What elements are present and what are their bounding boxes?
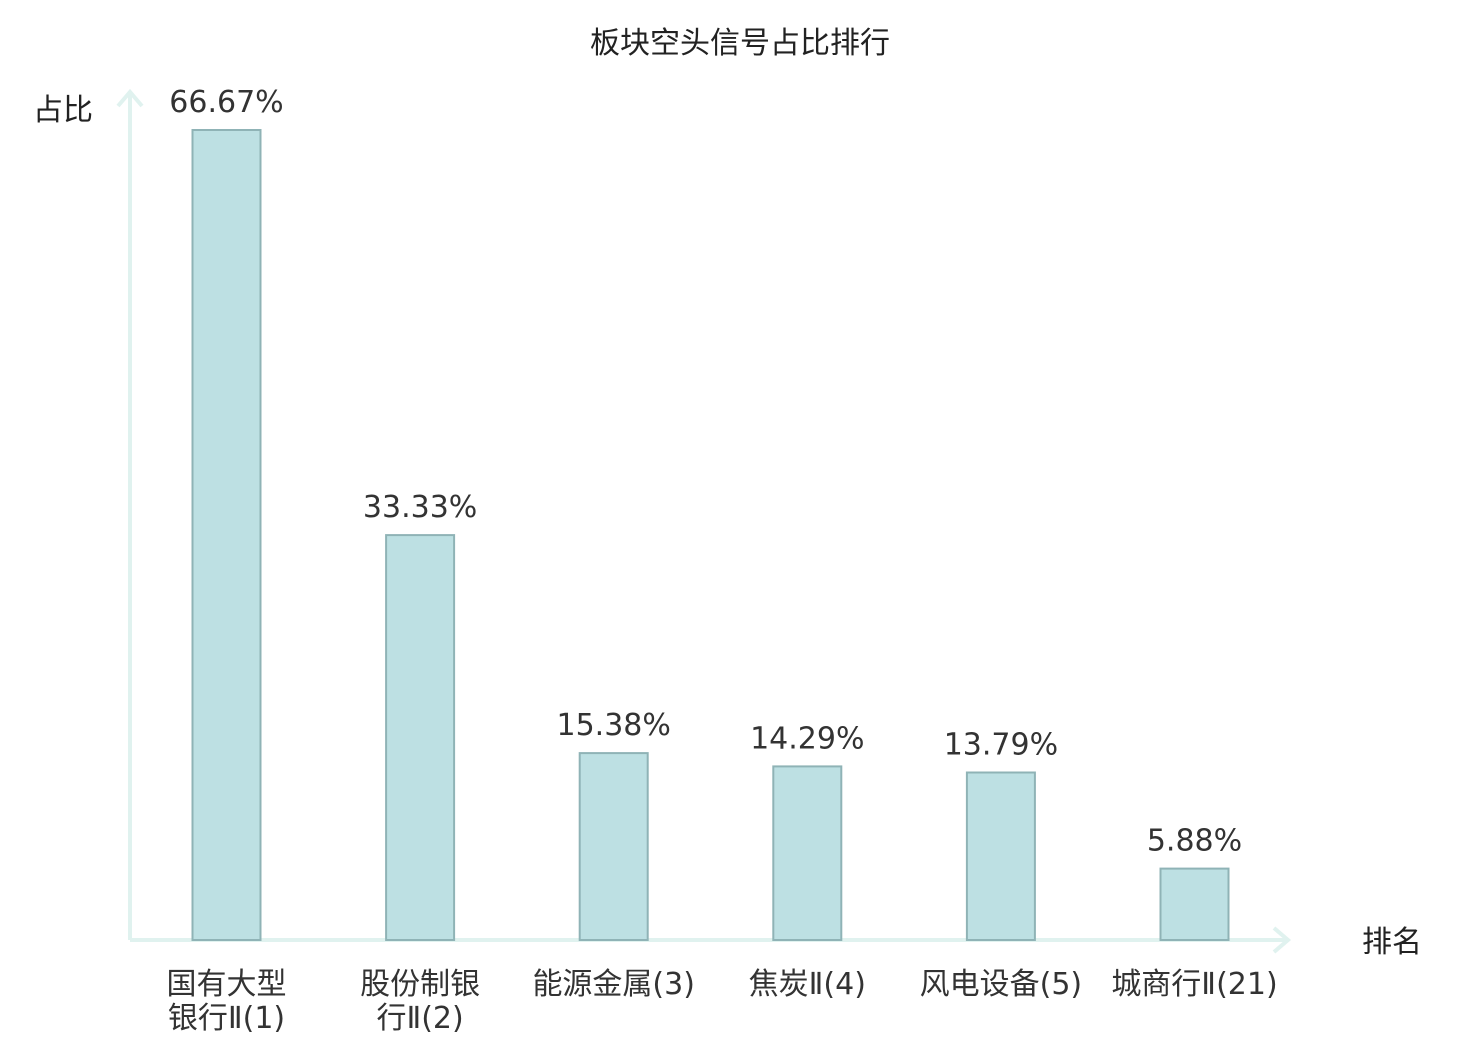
bar [191,129,262,941]
x-tick-label: 能源金属(3) [532,967,695,1002]
y-axis-title: 占比 [33,93,93,128]
x-tick-label: 城商行Ⅱ(21) [1111,967,1277,1002]
x-tick-label: 银行Ⅱ(1) [168,1001,285,1036]
x-tick-label: 焦炭Ⅱ(4) [749,967,866,1002]
x-axis-arrow [1272,926,1292,954]
x-tick-label: 国有大型 [167,967,287,1002]
y-axis-arrow [116,88,144,108]
x-tick-label: 行Ⅱ(2) [376,1001,463,1036]
data-label: 5.88% [1147,824,1242,859]
x-tick-label: 风电设备(5) [920,967,1083,1002]
bar [772,765,843,942]
bar [1159,867,1230,941]
chart-title: 板块空头信号占比排行 [590,26,890,61]
bar [385,534,456,941]
data-label: 15.38% [557,708,671,743]
data-label: 13.79% [944,728,1058,763]
data-label: 14.29% [750,721,864,756]
bar-series [191,129,1230,942]
bar [965,771,1036,941]
data-label: 66.67% [169,85,283,120]
value-labels: 66.67% 33.33% 15.38% 14.29% 13.79% 5.88% [169,85,1242,859]
data-label: 33.33% [363,490,477,525]
x-tick-label: 股份制银 [360,967,480,1002]
bar [578,752,649,941]
x-axis-title: 排名 [1362,925,1422,960]
